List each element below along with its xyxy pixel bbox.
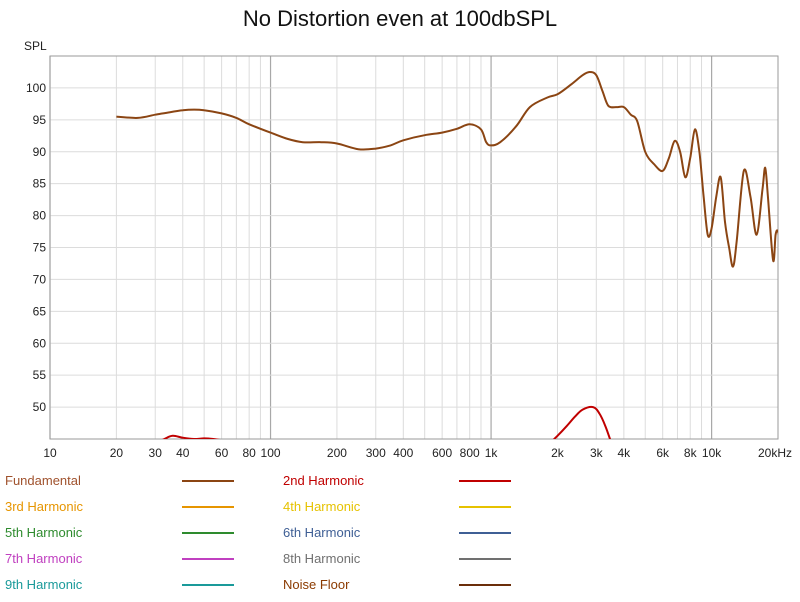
legend-label-noise-floor: Noise Floor <box>283 577 350 592</box>
legend-swatch-8th-harmonic <box>459 558 511 560</box>
legend-swatch-2nd-harmonic <box>459 480 511 482</box>
y-tick-label: 75 <box>33 241 47 255</box>
legend-label-5th-harmonic: 5th Harmonic <box>5 525 83 540</box>
y-tick-label: 85 <box>33 177 47 191</box>
legend-swatch-7th-harmonic <box>182 558 234 560</box>
legend-label-8th-harmonic: 8th Harmonic <box>283 551 361 566</box>
y-tick-label: 70 <box>33 272 47 286</box>
legend-swatch-3rd-harmonic <box>182 506 234 508</box>
y-tick-label: 50 <box>33 400 47 414</box>
legend-label-7th-harmonic: 7th Harmonic <box>5 551 83 566</box>
y-tick-label: 65 <box>33 304 47 318</box>
x-tick-label: 20 <box>110 446 124 460</box>
y-tick-label: 55 <box>33 368 47 382</box>
y-tick-label: 90 <box>33 145 47 159</box>
x-tick-label: 600 <box>432 446 452 460</box>
x-tick-label: 60 <box>215 446 229 460</box>
x-tick-label: 300 <box>366 446 386 460</box>
x-tick-label: 1k <box>485 446 499 460</box>
legend-label-2nd-harmonic: 2nd Harmonic <box>283 473 364 488</box>
series-line-2nd-harmonic <box>552 405 612 439</box>
y-tick-label: 95 <box>33 113 47 127</box>
x-tick-label: 200 <box>327 446 347 460</box>
plot-frame <box>49 55 779 440</box>
chart-title: No Distortion even at 100dbSPL <box>242 6 558 31</box>
x-tick-label: 800 <box>460 446 480 460</box>
legend-label-9th-harmonic: 9th Harmonic <box>5 577 83 592</box>
legend-label-4th-harmonic: 4th Harmonic <box>283 499 361 514</box>
x-tick-label: 30 <box>149 446 163 460</box>
x-tick-label: 40 <box>176 446 190 460</box>
legend-label-fundamental: Fundamental <box>5 473 81 488</box>
y-tick-label: 60 <box>33 336 47 350</box>
x-tick-label: 6k <box>656 446 670 460</box>
x-tick-label: 2k <box>551 446 565 460</box>
legend-swatch-5th-harmonic <box>182 532 234 534</box>
x-tick-label: 100 <box>261 446 281 460</box>
legend-label-3rd-harmonic: 3rd Harmonic <box>5 499 84 514</box>
y-tick-label: 100 <box>26 81 46 95</box>
x-tick-label: 20kHz <box>758 446 792 460</box>
x-tick-label: 3k <box>590 446 604 460</box>
legend-swatch-9th-harmonic <box>182 584 234 586</box>
x-tick-label: 8k <box>684 446 698 460</box>
x-tick-label: 80 <box>242 446 256 460</box>
legend-swatch-fundamental <box>182 480 234 482</box>
legend-swatch-4th-harmonic <box>459 506 511 508</box>
x-tick-label: 4k <box>618 446 632 460</box>
legend-swatch-6th-harmonic <box>459 532 511 534</box>
y-axis-label: SPL <box>24 39 47 53</box>
legend-swatch-noise-floor <box>459 584 511 586</box>
x-tick-label: 10k <box>702 446 722 460</box>
y-tick-label: 80 <box>33 209 47 223</box>
x-tick-label: 400 <box>393 446 413 460</box>
x-tick-label: 10 <box>43 446 57 460</box>
legend-label-6th-harmonic: 6th Harmonic <box>283 525 361 540</box>
series-line-2nd-harmonic <box>162 434 221 439</box>
series-line-fundamental <box>116 71 778 268</box>
